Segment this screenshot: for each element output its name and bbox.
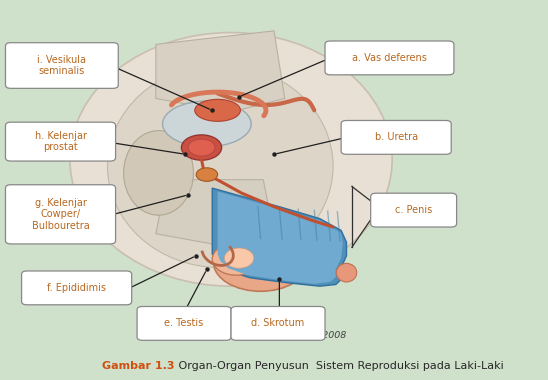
- FancyBboxPatch shape: [325, 41, 454, 75]
- Polygon shape: [156, 31, 285, 112]
- Ellipse shape: [107, 65, 333, 268]
- FancyBboxPatch shape: [231, 307, 325, 340]
- Text: c. Penis: c. Penis: [395, 205, 432, 215]
- Text: Sumber: Campbell et al., 2008: Sumber: Campbell et al., 2008: [201, 331, 347, 340]
- Polygon shape: [156, 180, 274, 247]
- Text: Organ-Organ Penyusun  Sistem Reproduksi pada Laki-Laki: Organ-Organ Penyusun Sistem Reproduksi p…: [175, 361, 504, 370]
- Text: b. Uretra: b. Uretra: [375, 132, 418, 142]
- Text: e. Testis: e. Testis: [164, 318, 204, 328]
- Text: d. Skrotum: d. Skrotum: [252, 318, 305, 328]
- Ellipse shape: [181, 135, 221, 160]
- Circle shape: [196, 168, 218, 181]
- Ellipse shape: [212, 243, 260, 275]
- Text: Gambar 1.3: Gambar 1.3: [102, 361, 175, 370]
- FancyBboxPatch shape: [370, 193, 456, 227]
- Ellipse shape: [70, 33, 392, 286]
- Ellipse shape: [195, 99, 241, 121]
- Text: i. Vesikula
seminalis: i. Vesikula seminalis: [37, 55, 87, 76]
- Ellipse shape: [336, 263, 357, 282]
- Ellipse shape: [188, 139, 215, 156]
- Text: h. Kelenjar
prostat: h. Kelenjar prostat: [35, 131, 87, 152]
- Text: g. Kelenjar
Cowper/
Bulbouretra: g. Kelenjar Cowper/ Bulbouretra: [32, 198, 89, 231]
- FancyBboxPatch shape: [137, 307, 231, 340]
- Ellipse shape: [163, 101, 251, 147]
- Ellipse shape: [224, 248, 254, 268]
- FancyBboxPatch shape: [5, 43, 118, 89]
- FancyBboxPatch shape: [21, 271, 132, 305]
- Polygon shape: [212, 188, 346, 286]
- Text: a. Vas deferens: a. Vas deferens: [352, 53, 427, 63]
- Ellipse shape: [214, 234, 307, 291]
- FancyBboxPatch shape: [341, 120, 451, 154]
- Text: f. Epididimis: f. Epididimis: [47, 283, 106, 293]
- Polygon shape: [218, 192, 342, 284]
- FancyBboxPatch shape: [5, 122, 116, 161]
- FancyBboxPatch shape: [5, 185, 116, 244]
- Ellipse shape: [124, 131, 193, 215]
